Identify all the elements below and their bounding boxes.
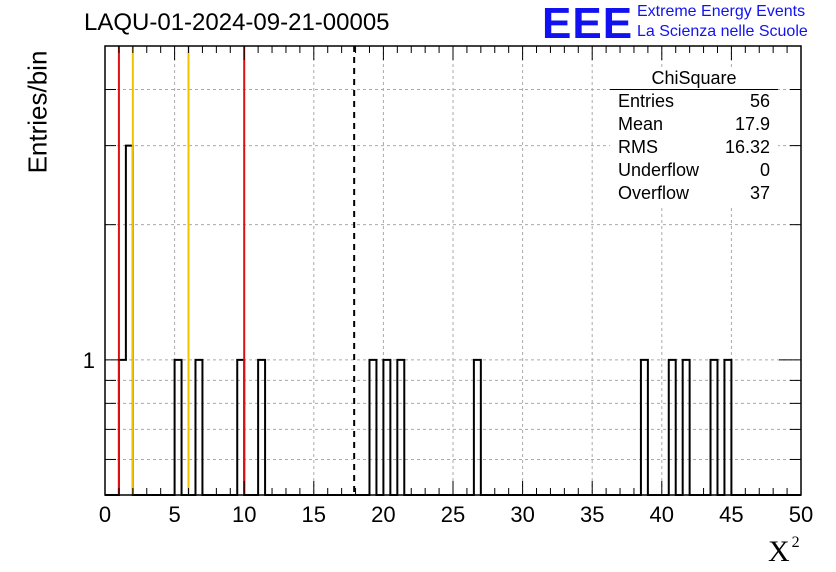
stats-row-rms: RMS 16.32 [610,136,778,159]
histogram-bin [126,146,133,495]
x-axis-label-base: X [768,535,790,568]
stats-label: Underflow [618,160,700,180]
x-tick-label: 30 [510,502,534,527]
x-tick-label: 50 [789,502,813,527]
eee-logo: EEE [542,0,634,48]
stats-rows: Entries 56 Mean 17.9 RMS 16.32 Underflow 0 Overf… [610,90,778,205]
stats-title: ChiSquare [610,67,778,90]
x-tick-label: 15 [302,502,326,527]
chart-title: LAQU-01-2024-09-21-00005 [84,9,390,36]
x-tick-label: 45 [719,502,743,527]
stats-value: 0 [759,160,770,180]
stats-value: 37 [749,183,770,203]
stats-label: RMS [618,137,658,157]
logo-caption-2: La Scienza nelle Scuole [637,23,808,40]
stats-value: 56 [749,91,770,111]
x-tick-label: 0 [99,502,111,527]
stats-box: ChiSquare Entries 56 Mean 17.9 RMS 16.32 Under… [610,67,778,205]
y-axis-label: Entries/bin [22,50,53,174]
stats-label: Mean [618,114,664,134]
x-tick-label: 35 [580,502,604,527]
stats-row-entries: Entries 56 [610,90,778,113]
stats-label: Entries [618,91,675,111]
stats-value: 16.32 [724,137,770,157]
histogram-outline [105,144,801,496]
x-tick-label: 10 [232,502,256,527]
x-tick-label: 40 [650,502,674,527]
x-axis-label-superscript: 2 [791,534,800,551]
x-tick-label: 25 [441,502,465,527]
stats-row-mean: Mean 17.9 [610,113,778,136]
stats-row-underflow: Underflow 0 [610,159,778,182]
stats-value: 17.9 [734,114,770,134]
y-tick-label: 1 [83,348,95,373]
x-tick-label: 5 [168,502,180,527]
stats-label: Overflow [618,183,690,203]
logo-caption-1: Extreme Energy Events [637,3,806,20]
x-tick-label: 20 [371,502,395,527]
stats-row-overflow: Overflow 37 [610,182,778,205]
